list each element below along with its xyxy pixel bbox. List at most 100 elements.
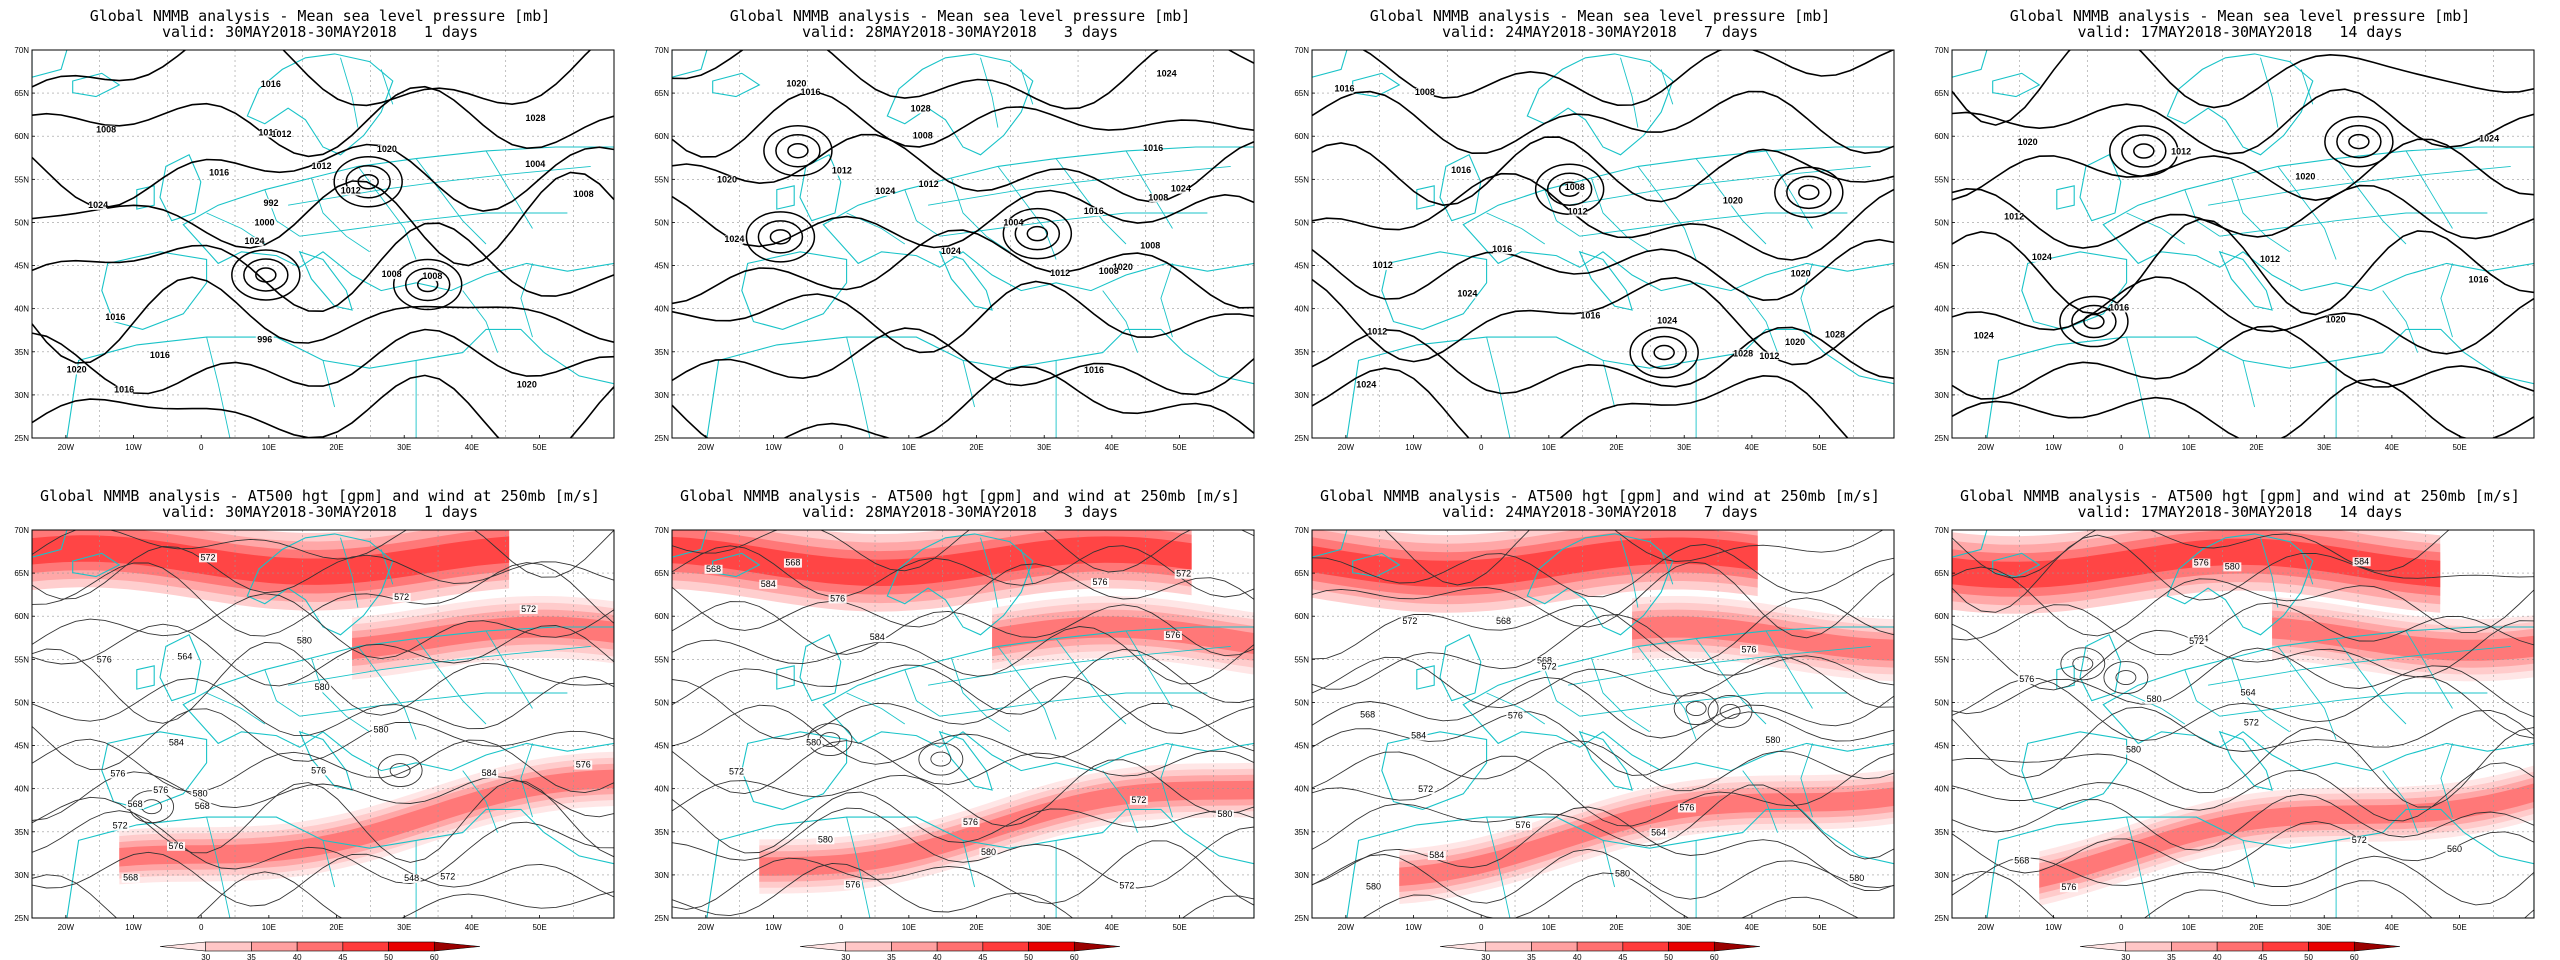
lon-tick-label: 30E [2317, 443, 2331, 452]
height-contour [672, 862, 1254, 918]
isobar [1952, 276, 2534, 355]
coastline [799, 634, 842, 702]
lat-tick-label: 35N [1934, 828, 1949, 837]
lon-tick-label: 40E [465, 443, 479, 452]
contour-label: 1020 [1791, 268, 1811, 278]
country-border [2335, 638, 2407, 725]
contour-label: 1008 [382, 269, 402, 279]
coastline [1986, 808, 2534, 918]
contour-label: 1016 [1084, 206, 1104, 216]
contour-label: 1016 [2109, 302, 2129, 312]
height-contour [672, 807, 1254, 889]
contour-label: 1012 [2004, 211, 2024, 221]
country-border [1602, 360, 1616, 408]
country-border [2219, 692, 2488, 717]
lon-tick-label: 0 [199, 923, 204, 932]
contour-label: 1024 [1356, 380, 1376, 390]
coastline [1416, 185, 1435, 210]
contour-label: 576 [2061, 882, 2076, 892]
colorbar-swatch [342, 941, 389, 952]
closed-contour [757, 220, 804, 254]
lat-tick-label: 70N [1294, 46, 1309, 55]
contour-label: 572 [440, 871, 455, 881]
coastline [741, 251, 848, 330]
coastline [712, 72, 761, 98]
country-border [980, 57, 999, 128]
isobar [1312, 172, 1894, 261]
lat-tick-label: 55N [1934, 655, 1949, 664]
country-border [206, 692, 266, 725]
z500-panel-1: Global NMMB analysis - AT500 hgt [gpm] a… [0, 480, 640, 960]
wind-speed-shading [2272, 617, 2534, 661]
closed-contour [389, 763, 411, 778]
country-border [310, 657, 370, 733]
lat-tick-label: 25N [654, 914, 669, 923]
lon-tick-label: 10E [1542, 923, 1556, 932]
country-border [2242, 360, 2256, 408]
coastline [66, 328, 614, 438]
closed-contour [1774, 166, 1844, 219]
colorbar-swatch [433, 941, 481, 952]
height-contour [1952, 620, 2534, 691]
contour-label: 1020 [1113, 262, 1133, 272]
lat-tick-label: 50N [1934, 218, 1949, 227]
coastline [2218, 250, 2273, 311]
contour-label: 1008 [1415, 87, 1435, 97]
lon-tick-label: 30E [1037, 923, 1051, 932]
map-frame [31, 49, 615, 439]
isobar [672, 229, 1254, 309]
contour-label: 1024 [875, 186, 895, 196]
country-border [950, 177, 1010, 253]
contour-label: 1016 [209, 168, 229, 178]
colorbar-label: 50 [1024, 953, 1033, 960]
isobar [32, 143, 614, 212]
coastline [1992, 552, 2041, 578]
map-canvas: 5685645605765725725765805845725765805845… [1934, 526, 2535, 960]
country-border [340, 537, 359, 608]
panel-title: Global NMMB analysis - AT500 hgt [gpm] a… [40, 487, 600, 505]
contour-label: 1012 [341, 185, 361, 195]
country-border [2277, 646, 2337, 740]
coastline [101, 251, 208, 330]
contour-label: 572 [113, 821, 128, 831]
coastline [2166, 53, 2314, 156]
contour-label: 580 [806, 737, 821, 747]
lat-tick-label: 35N [1294, 828, 1309, 837]
lat-tick-label: 25N [654, 434, 669, 443]
lat-tick-label: 50N [654, 698, 669, 707]
height-contour [1952, 855, 2534, 906]
country-border [1620, 57, 1639, 128]
contour-label: 1016 [1084, 365, 1104, 375]
colorbar-swatch [251, 941, 298, 952]
lat-tick-label: 45N [654, 262, 669, 271]
height-contour [32, 623, 614, 687]
coastline [886, 53, 1034, 156]
country-border [1020, 69, 1034, 105]
country-border [1765, 150, 1813, 229]
height-contour [1312, 806, 1894, 891]
colorbar-swatch [205, 941, 252, 952]
country-border [1579, 212, 1848, 237]
lon-tick-label: 0 [1479, 443, 1484, 452]
lon-tick-label: 50E [1172, 443, 1186, 452]
country-border [846, 692, 906, 725]
height-contour [1312, 848, 1894, 904]
closed-contour [1685, 701, 1707, 716]
closed-contour [1707, 694, 1753, 728]
height-contour [1312, 753, 1894, 827]
contour-label: 1016 [261, 79, 281, 89]
height-contour [32, 546, 614, 600]
lon-tick-label: 40E [2385, 923, 2399, 932]
lon-tick-label: 10W [1405, 923, 1422, 932]
contour-label: 1016 [1451, 165, 1471, 175]
lat-tick-label: 30N [654, 871, 669, 880]
colorbar-label: 40 [2213, 953, 2222, 960]
closed-contour [1641, 335, 1687, 370]
height-contour [32, 708, 614, 771]
lat-tick-label: 45N [14, 262, 29, 271]
country-border [846, 816, 871, 918]
lat-tick-label: 55N [14, 175, 29, 184]
isobar [1952, 378, 2534, 438]
coastline [72, 552, 121, 578]
lat-tick-label: 65N [1934, 89, 1949, 98]
